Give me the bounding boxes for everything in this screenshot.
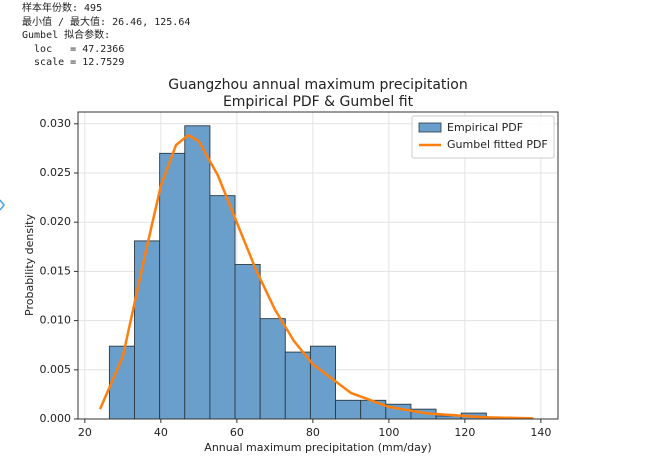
legend-label: Empirical PDF: [447, 121, 523, 134]
histogram-bar: [309, 345, 337, 420]
x-tick-label: 40: [154, 426, 168, 439]
output-line: 样本年份数: 495: [22, 3, 103, 14]
histogram-bar: [234, 264, 261, 420]
fitted-line: [98, 133, 534, 420]
y-tick-label: 0.020: [40, 215, 72, 228]
y-tick-label: 0.025: [40, 166, 72, 179]
legend-label: Gumbel fitted PDF: [447, 138, 548, 151]
x-tick-label: 140: [530, 426, 551, 439]
y-tick-label: 0.000: [40, 412, 72, 425]
histogram-bar: [184, 125, 211, 420]
plot-frame: [77, 111, 559, 420]
y-tick-label: 0.015: [40, 264, 72, 277]
x-tick-label: 100: [378, 426, 399, 439]
x-tick-label: 80: [306, 426, 320, 439]
histogram-bar: [335, 399, 362, 420]
console-output: 样本年份数: 495 最小值 / 最大值: 26.46, 125.64 Gumbel…: [22, 2, 190, 70]
legend-box: [411, 115, 555, 159]
y-tick-label: 0.005: [40, 363, 72, 376]
output-line: loc = 47.2366: [22, 43, 125, 55]
x-tick-label: 60: [230, 426, 244, 439]
output-line: scale = 12.7529: [22, 57, 125, 69]
histogram-bar: [159, 152, 186, 420]
output-line: 最小值 / 最大值: 26.46, 125.64: [22, 16, 191, 28]
y-tick-label: 0.030: [40, 117, 72, 130]
histogram-bar: [209, 195, 236, 420]
y-tick-label: 0.010: [40, 314, 72, 327]
chart-subtitle: Empirical PDF & Gumbel fit: [223, 94, 414, 110]
chart-title: Guangzhou annual maximum precipitation: [168, 77, 467, 93]
x-axis-label: Annual maximum precipitation (mm/day): [204, 441, 431, 454]
histogram-bar: [134, 240, 161, 420]
x-tick-label: 20: [78, 426, 92, 439]
histogram-bar: [259, 318, 286, 420]
y-axis-label: Probability density: [23, 214, 36, 316]
output-line: Gumbel 拟合参数:: [22, 30, 111, 42]
histogram-bar: [284, 351, 311, 420]
legend-patch: [418, 122, 442, 133]
cell-marker: [0, 199, 5, 211]
x-tick-label: 120: [454, 426, 475, 439]
